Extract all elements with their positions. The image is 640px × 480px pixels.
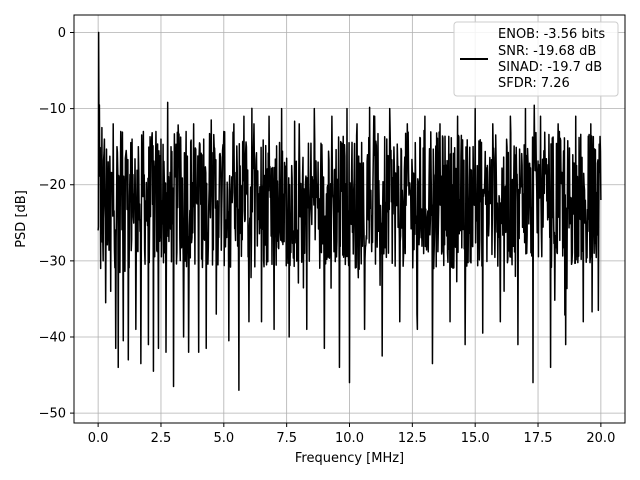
x-tick-label: 15.0 [461, 431, 490, 446]
legend-line-snr: SNR: -19.68 dB [498, 44, 596, 59]
legend-line-sfdr: SFDR: 7.26 [498, 76, 570, 91]
legend-line-sinad: SINAD: -19.7 dB [498, 60, 602, 75]
x-tick-label: 2.5 [151, 431, 172, 446]
legend-box [453, 21, 619, 97]
y-tick-label: −30 [39, 254, 66, 269]
x-tick-label: 20.0 [586, 431, 615, 446]
x-tick-label: 12.5 [398, 431, 427, 446]
y-axis-label: PSD [dB] [14, 190, 29, 248]
x-tick-label: 7.5 [276, 431, 297, 446]
y-tick-label: −50 [39, 407, 66, 422]
y-axis-ticks: 0 −10 −20 −30 −40 −50 [39, 26, 74, 422]
y-tick-label: 0 [58, 26, 66, 41]
legend-line-enob: ENOB: -3.56 bits [498, 27, 605, 42]
x-tick-label: 17.5 [524, 431, 553, 446]
y-tick-label: −20 [39, 178, 66, 193]
y-tick-label: −40 [39, 330, 66, 345]
x-tick-label: 0.0 [88, 431, 109, 446]
series-layer [97, 31, 602, 392]
psd-series-line [97, 31, 602, 392]
y-tick-label: −10 [39, 102, 66, 117]
x-tick-label: 5.0 [213, 431, 234, 446]
x-axis-label: Frequency [MHz] [295, 451, 404, 466]
x-tick-label: 10.0 [335, 431, 364, 446]
x-axis-ticks: 0.0 2.5 5.0 7.5 10.0 12.5 15.0 17.5 20.0 [88, 423, 615, 446]
plot-area [97, 31, 602, 392]
legend: ENOB: -3.56 bits SNR: -19.68 dB SINAD: -… [453, 21, 619, 97]
